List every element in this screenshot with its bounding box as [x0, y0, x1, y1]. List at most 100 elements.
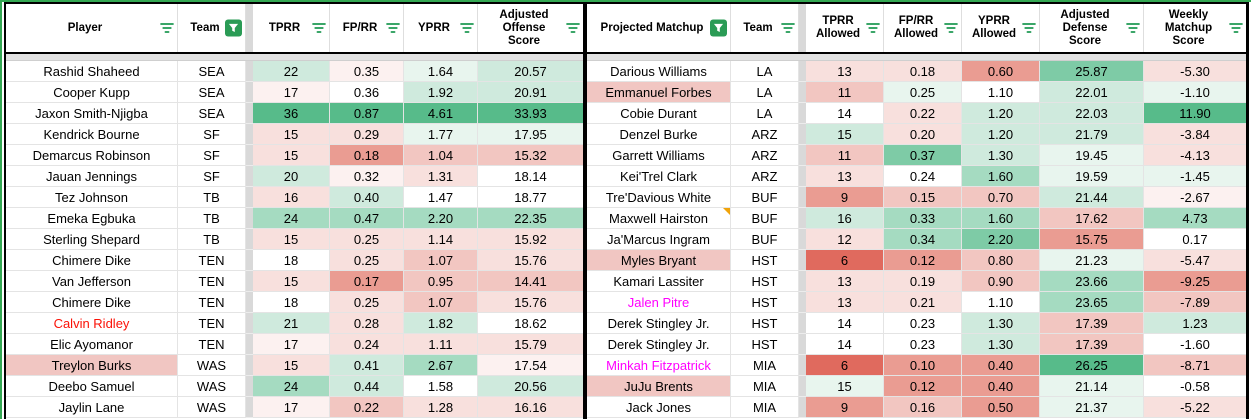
- stat-cell[interactable]: 16: [806, 208, 884, 229]
- team-cell[interactable]: ARZ: [731, 124, 799, 145]
- stat-cell[interactable]: 1.77: [404, 124, 478, 145]
- stat-cell[interactable]: -1.60: [1144, 334, 1246, 355]
- stat-cell[interactable]: 13: [806, 61, 884, 82]
- stat-cell[interactable]: 0.25: [330, 250, 404, 271]
- stat-cell[interactable]: 15: [806, 376, 884, 397]
- player-name-cell[interactable]: Chimere Dike: [6, 292, 178, 313]
- stat-cell[interactable]: 17.39: [1040, 334, 1144, 355]
- stat-cell[interactable]: 15: [253, 271, 330, 292]
- stat-cell[interactable]: 15.32: [478, 145, 583, 166]
- stat-cell[interactable]: 0.25: [330, 229, 404, 250]
- stat-cell[interactable]: 0.40: [330, 187, 404, 208]
- stat-cell[interactable]: 15: [253, 229, 330, 250]
- stat-cell[interactable]: 2.67: [404, 355, 478, 376]
- stat-cell[interactable]: 23.66: [1040, 271, 1144, 292]
- team-cell[interactable]: SEA: [178, 61, 246, 82]
- team-cell[interactable]: TEN: [178, 250, 246, 271]
- matchup-name-cell[interactable]: Jalen Pitre: [587, 292, 731, 313]
- team-cell[interactable]: LA: [731, 103, 799, 124]
- stat-cell[interactable]: 15: [806, 124, 884, 145]
- stat-cell[interactable]: 17: [253, 334, 330, 355]
- team-cell[interactable]: ARZ: [731, 145, 799, 166]
- stat-cell[interactable]: 24: [253, 376, 330, 397]
- stat-cell[interactable]: 0.90: [962, 271, 1040, 292]
- stat-cell[interactable]: 9: [806, 187, 884, 208]
- stat-cell[interactable]: 15: [253, 355, 330, 376]
- stat-cell[interactable]: -5.30: [1144, 61, 1246, 82]
- player-name-cell[interactable]: Emeka Egbuka: [6, 208, 178, 229]
- stat-cell[interactable]: 1.14: [404, 229, 478, 250]
- stat-cell[interactable]: 24: [253, 208, 330, 229]
- matchup-name-cell[interactable]: Myles Bryant: [587, 250, 731, 271]
- matchup-name-cell[interactable]: Ja'Marcus Ingram: [587, 229, 731, 250]
- stat-cell[interactable]: 21: [253, 313, 330, 334]
- stat-cell[interactable]: 25.87: [1040, 61, 1144, 82]
- matchup-name-cell[interactable]: Kei'Trel Clark: [587, 166, 731, 187]
- team-cell[interactable]: TB: [178, 208, 246, 229]
- stat-cell[interactable]: 0.23: [884, 334, 962, 355]
- stat-cell[interactable]: -1.45: [1144, 166, 1246, 187]
- team-cell[interactable]: TEN: [178, 334, 246, 355]
- stat-cell[interactable]: 1.07: [404, 250, 478, 271]
- player-name-cell[interactable]: Jaylin Lane: [6, 397, 178, 418]
- team-cell[interactable]: WAS: [178, 397, 246, 418]
- player-name-cell[interactable]: Van Jefferson: [6, 271, 178, 292]
- stat-cell[interactable]: 0.37: [884, 145, 962, 166]
- matchup-name-cell[interactable]: Derek Stingley Jr.: [587, 313, 731, 334]
- stat-cell[interactable]: 1.30: [962, 145, 1040, 166]
- matchup-name-cell[interactable]: Maxwell Hairston: [587, 208, 731, 229]
- stat-cell[interactable]: 0.22: [330, 397, 404, 418]
- team-cell[interactable]: HST: [731, 313, 799, 334]
- stat-cell[interactable]: 18.14: [478, 166, 583, 187]
- team-cell[interactable]: MIA: [731, 397, 799, 418]
- stat-cell[interactable]: -7.89: [1144, 292, 1246, 313]
- stat-cell[interactable]: 0.34: [884, 229, 962, 250]
- stat-cell[interactable]: 21.23: [1040, 250, 1144, 271]
- matchup-name-cell[interactable]: Jack Jones: [587, 397, 731, 418]
- stat-cell[interactable]: 6: [806, 355, 884, 376]
- stat-cell[interactable]: 0.21: [884, 292, 962, 313]
- filter-menu-icon[interactable]: [160, 23, 174, 34]
- stat-cell[interactable]: 1.82: [404, 313, 478, 334]
- stat-cell[interactable]: 9: [806, 397, 884, 418]
- stat-cell[interactable]: 18.77: [478, 187, 583, 208]
- stat-cell[interactable]: 1.11: [404, 334, 478, 355]
- matchup-name-cell[interactable]: JuJu Brents: [587, 376, 731, 397]
- stat-cell[interactable]: 23.65: [1040, 292, 1144, 313]
- team-cell[interactable]: BUF: [731, 187, 799, 208]
- stat-cell[interactable]: 33.93: [478, 103, 583, 124]
- player-name-cell[interactable]: Calvin Ridley: [6, 313, 178, 334]
- matchup-name-cell[interactable]: Derek Stingley Jr.: [587, 334, 731, 355]
- stat-cell[interactable]: 15.76: [478, 292, 583, 313]
- stat-cell[interactable]: 17: [253, 82, 330, 103]
- stat-cell[interactable]: 17.54: [478, 355, 583, 376]
- stat-cell[interactable]: 17: [253, 397, 330, 418]
- filter-menu-icon[interactable]: [1126, 23, 1140, 34]
- stat-cell[interactable]: 0.24: [884, 166, 962, 187]
- stat-cell[interactable]: 0.47: [330, 208, 404, 229]
- stat-cell[interactable]: 14: [806, 313, 884, 334]
- team-cell[interactable]: SF: [178, 124, 246, 145]
- stat-cell[interactable]: 2.20: [962, 229, 1040, 250]
- stat-cell[interactable]: 0.16: [884, 397, 962, 418]
- stat-cell[interactable]: 15: [253, 145, 330, 166]
- stat-cell[interactable]: 36: [253, 103, 330, 124]
- stat-cell[interactable]: 13: [806, 271, 884, 292]
- stat-cell[interactable]: 1.58: [404, 376, 478, 397]
- stat-cell[interactable]: 13: [806, 292, 884, 313]
- team-cell[interactable]: SF: [178, 166, 246, 187]
- stat-cell[interactable]: 0.95: [404, 271, 478, 292]
- stat-cell[interactable]: 0.32: [330, 166, 404, 187]
- stat-cell[interactable]: 1.30: [962, 313, 1040, 334]
- stat-cell[interactable]: 0.18: [884, 61, 962, 82]
- stat-cell[interactable]: 15.79: [478, 334, 583, 355]
- stat-cell[interactable]: 0.17: [330, 271, 404, 292]
- matchup-name-cell[interactable]: Denzel Burke: [587, 124, 731, 145]
- team-cell[interactable]: HST: [731, 271, 799, 292]
- matchup-name-cell[interactable]: Cobie Durant: [587, 103, 731, 124]
- team-cell[interactable]: MIA: [731, 376, 799, 397]
- stat-cell[interactable]: 1.47: [404, 187, 478, 208]
- team-cell[interactable]: TEN: [178, 313, 246, 334]
- team-cell[interactable]: SF: [178, 145, 246, 166]
- stat-cell[interactable]: 1.23: [1144, 313, 1246, 334]
